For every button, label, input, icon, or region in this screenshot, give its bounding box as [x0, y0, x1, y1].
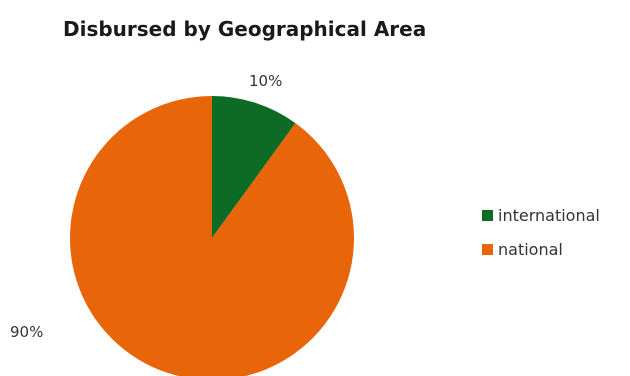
- data-labels: 10% 90%: [10, 72, 282, 341]
- data-label-national: 90%: [10, 323, 43, 341]
- legend-swatch-national: [482, 244, 493, 255]
- legend: international national: [482, 206, 600, 259]
- legend-swatch-international: [482, 210, 493, 221]
- pie-slice-national: [70, 96, 354, 376]
- legend-label-national: national: [498, 240, 563, 259]
- legend-item-international: international: [482, 206, 600, 225]
- legend-label-international: international: [498, 206, 600, 225]
- pie-slice-international: [212, 96, 296, 238]
- chart-title: Disbursed by Geographical Area: [63, 17, 426, 41]
- data-label-international: 10%: [249, 72, 282, 90]
- legend-item-national: national: [482, 240, 563, 259]
- pie: [70, 96, 354, 376]
